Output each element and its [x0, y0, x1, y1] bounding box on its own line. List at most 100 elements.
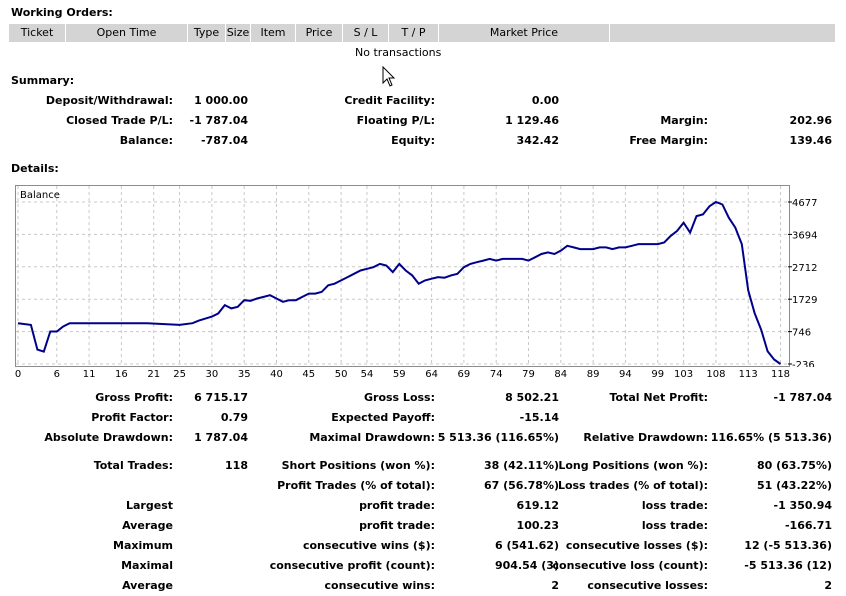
mouse-cursor-icon — [382, 66, 396, 87]
x-tick-label: 74 — [490, 369, 503, 380]
x-tick-label: 113 — [739, 369, 758, 380]
floating-pl-label: Floating P/L: — [356, 114, 435, 127]
x-tick-label: 45 — [302, 369, 315, 380]
x-tick-label: 99 — [651, 369, 664, 380]
details-title: Details: — [11, 162, 59, 175]
details-label-3: consecutive losses ($): — [565, 539, 708, 552]
x-tick-label: 0 — [15, 369, 21, 380]
free-margin-value: 139.46 — [789, 134, 832, 147]
details-label-1: Maximum — [113, 539, 173, 552]
y-tick-label: 746 — [792, 328, 811, 339]
y-tick-label: 4677 — [792, 198, 817, 209]
y-tick-label: 3694 — [792, 230, 817, 241]
x-tick-label: 118 — [771, 369, 790, 380]
balance-line — [17, 200, 782, 365]
details-value-1: 118 — [225, 459, 248, 472]
summary-title: Summary: — [11, 74, 75, 87]
balance-chart-y-axis: -236 746 1729 2712 3694 4677 — [788, 198, 817, 367]
details-label-1: Total Trades: — [93, 459, 173, 472]
details-label-3: Long Positions (won %): — [558, 459, 708, 472]
details-label-2: Maximal Drawdown: — [309, 431, 435, 444]
column-header-market-price[interactable]: Market Price — [439, 24, 610, 42]
credit-value: 0.00 — [531, 94, 559, 107]
details-label-1: Profit Factor: — [91, 411, 173, 424]
y-tick-label: 1729 — [792, 295, 817, 306]
details-label-1: Gross Profit: — [95, 391, 173, 404]
details-value-3: -1 787.04 — [773, 391, 833, 404]
x-tick-label: 79 — [522, 369, 535, 380]
details-value-3: 12 (-5 513.36) — [744, 539, 832, 552]
floating-pl-value: 1 129.46 — [505, 114, 559, 127]
details-label-2: Short Positions (won %): — [281, 459, 435, 472]
column-header-type[interactable]: Type — [188, 24, 226, 42]
y-tick-label: 2712 — [792, 263, 817, 274]
equity-value: 342.42 — [516, 134, 559, 147]
details-label-1: Average — [122, 519, 173, 532]
details-label-2: consecutive wins ($): — [302, 539, 435, 552]
details-label-2: profit trade: — [359, 499, 435, 512]
column-header-item[interactable]: Item — [251, 24, 296, 42]
details-value-2: 38 (42.11%) — [483, 459, 559, 472]
details-value-3: 2 — [824, 579, 832, 592]
details-value-2: 6 (541.62) — [495, 539, 559, 552]
details-label-1: Largest — [126, 499, 173, 512]
closed-pl-value: -1 787.04 — [189, 114, 249, 127]
details-value-1: 6 715.17 — [194, 391, 248, 404]
details-label-2: Expected Payoff: — [331, 411, 435, 424]
x-tick-label: 94 — [619, 369, 632, 380]
x-tick-label: 64 — [425, 369, 438, 380]
details-label-2: Profit Trades (% of total): — [277, 479, 435, 492]
equity-label: Equity: — [391, 134, 435, 147]
details-label-3: loss trade: — [641, 519, 708, 532]
details-label-3: consecutive loss (count): — [552, 559, 708, 572]
balance-value: -787.04 — [200, 134, 248, 147]
details-value-2: 2 — [551, 579, 559, 592]
margin-label: Margin: — [660, 114, 708, 127]
details-value-2: 904.54 (3) — [495, 559, 559, 572]
column-header-size[interactable]: Size — [226, 24, 251, 42]
x-tick-label: 103 — [674, 369, 693, 380]
details-label-2: profit trade: — [359, 519, 435, 532]
details-label-2: consecutive profit (count): — [269, 559, 435, 572]
no-transactions-text: No transactions — [355, 46, 442, 59]
x-tick-label: 54 — [361, 369, 374, 380]
free-margin-label: Free Margin: — [629, 134, 708, 147]
details-value-2: -15.14 — [519, 411, 559, 424]
x-tick-label: 11 — [83, 369, 96, 380]
x-tick-label: 16 — [115, 369, 128, 380]
details-value-3: -1 350.94 — [773, 499, 833, 512]
closed-pl-label: Closed Trade P/L: — [66, 114, 173, 127]
details-label-3: Loss trades (% of total): — [557, 479, 708, 492]
column-header-price[interactable]: Price — [296, 24, 343, 42]
x-tick-label: 108 — [706, 369, 725, 380]
x-tick-label: 50 — [335, 369, 348, 380]
details-value-2: 67 (56.78%) — [483, 479, 559, 492]
y-tick-label: -236 — [792, 360, 815, 367]
details-value-1: 0.79 — [220, 411, 248, 424]
column-header-open-time[interactable]: Open Time — [66, 24, 188, 42]
deposit-value: 1 000.00 — [194, 94, 248, 107]
x-tick-label: 25 — [173, 369, 186, 380]
details-label-3: Total Net Profit: — [609, 391, 709, 404]
column-header-tp[interactable]: T / P — [389, 24, 439, 42]
x-tick-label: 6 — [54, 369, 60, 380]
x-tick-label: 89 — [587, 369, 600, 380]
x-tick-label: 21 — [147, 369, 160, 380]
details-label-2: Gross Loss: — [364, 391, 435, 404]
x-tick-label: 40 — [270, 369, 283, 380]
x-tick-label: 35 — [238, 369, 251, 380]
details-label-1: Absolute Drawdown: — [44, 431, 173, 444]
x-tick-label: 69 — [458, 369, 471, 380]
column-header-ticket[interactable]: Ticket — [9, 24, 66, 42]
column-header-sl[interactable]: S / L — [343, 24, 389, 42]
x-tick-label: 30 — [206, 369, 219, 380]
working-orders-header: Ticket Open Time Type Size Item Price S … — [9, 24, 835, 42]
details-label-2: consecutive wins: — [324, 579, 435, 592]
details-value-2: 100.23 — [516, 519, 559, 532]
details-value-3: -5 513.36 (12) — [744, 559, 832, 572]
details-value-3: -166.71 — [784, 519, 832, 532]
details-value-3: 51 (43.22%) — [756, 479, 832, 492]
details-label-3: loss trade: — [641, 499, 708, 512]
details-value-3: 80 (63.75%) — [756, 459, 832, 472]
balance-chart: Balance — [15, 185, 790, 367]
